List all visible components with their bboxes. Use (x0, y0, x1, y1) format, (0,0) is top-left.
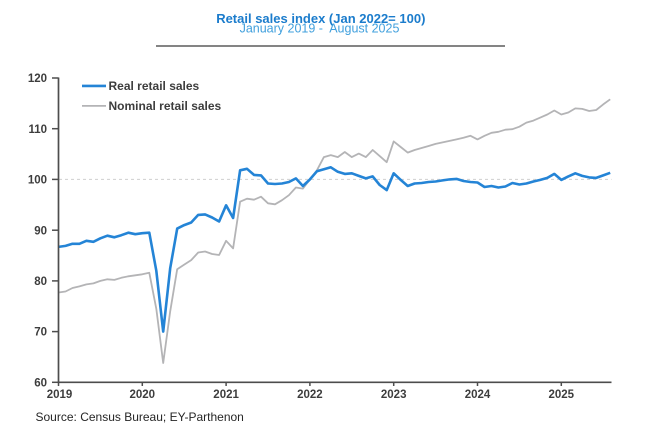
svg-text:2022: 2022 (297, 389, 323, 401)
svg-text:2025: 2025 (549, 389, 575, 401)
svg-text:110: 110 (28, 124, 47, 136)
svg-text:Real retail sales: Real retail sales (109, 79, 200, 93)
svg-text:2021: 2021 (213, 389, 239, 401)
svg-text:Source: Census Bureau; EY-Part: Source: Census Bureau; EY-Parthenon (36, 410, 244, 424)
svg-text:2023: 2023 (381, 389, 407, 401)
svg-text:100: 100 (28, 175, 47, 187)
svg-text:Retail sales index (Jan 2022=: Retail sales index (Jan 2022= 100) (216, 11, 425, 26)
svg-text:120: 120 (28, 73, 47, 85)
svg-text:60: 60 (34, 377, 47, 389)
svg-text:2020: 2020 (130, 389, 156, 401)
svg-text:90: 90 (34, 225, 47, 237)
svg-text:January 2019 - August 2025: January 2019 - August 2025 (240, 22, 400, 36)
svg-text:Nominal retail sales: Nominal retail sales (109, 99, 222, 113)
svg-text:2024: 2024 (465, 389, 491, 401)
svg-text:70: 70 (34, 327, 47, 339)
svg-text:80: 80 (34, 276, 47, 288)
svg-text:2019: 2019 (47, 389, 73, 401)
